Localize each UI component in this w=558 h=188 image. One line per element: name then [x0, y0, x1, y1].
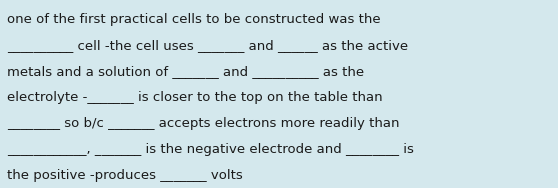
Text: one of the first practical cells to be constructed was the: one of the first practical cells to be c…	[7, 13, 381, 26]
Text: ________ so b/c _______ accepts electrons more readily than: ________ so b/c _______ accepts electron…	[7, 117, 399, 130]
Text: ____________, _______ is the negative electrode and ________ is: ____________, _______ is the negative el…	[7, 143, 413, 156]
Text: electrolyte -_______ is closer to the top on the table than: electrolyte -_______ is closer to the to…	[7, 91, 382, 104]
Text: metals and a solution of _______ and __________ as the: metals and a solution of _______ and ___…	[7, 65, 364, 78]
Text: __________ cell -the cell uses _______ and ______ as the active: __________ cell -the cell uses _______ a…	[7, 39, 408, 52]
Text: the positive -produces _______ volts: the positive -produces _______ volts	[7, 169, 242, 182]
